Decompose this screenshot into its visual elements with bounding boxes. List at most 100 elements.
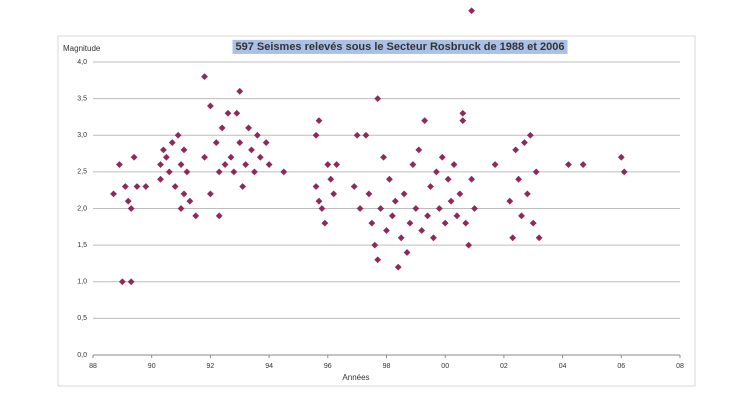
point [121, 183, 129, 190]
point [142, 183, 150, 190]
point [617, 153, 625, 161]
point [521, 139, 528, 146]
point [127, 205, 135, 212]
point [160, 146, 167, 154]
point [333, 161, 341, 168]
point [421, 117, 429, 124]
point [418, 227, 426, 234]
point [427, 183, 434, 190]
x-tick-label: 96 [324, 363, 332, 370]
point [353, 131, 361, 139]
point [116, 161, 123, 168]
point [515, 175, 522, 183]
point [512, 146, 520, 154]
point [218, 124, 226, 132]
y-tick-label: 1,5 [77, 242, 87, 249]
point [491, 161, 499, 168]
point [424, 212, 431, 220]
point [523, 190, 531, 198]
point [239, 183, 247, 190]
point [444, 175, 452, 183]
point [377, 205, 385, 212]
point [157, 161, 164, 168]
y-tick-label: 2,0 [77, 205, 87, 212]
point [459, 109, 467, 117]
point [468, 7, 476, 15]
x-tick-label: 02 [500, 363, 508, 370]
point [535, 234, 543, 242]
point [180, 146, 188, 154]
point [400, 190, 408, 198]
point [406, 219, 414, 227]
point [201, 153, 208, 161]
point [110, 190, 117, 198]
point [157, 175, 164, 183]
point [509, 234, 517, 242]
point [456, 190, 464, 198]
point [227, 153, 235, 161]
point [388, 212, 396, 220]
point [321, 219, 329, 227]
point [118, 278, 126, 286]
title-highlight [232, 39, 568, 54]
point [168, 139, 176, 146]
point [453, 212, 461, 220]
point [432, 168, 440, 176]
point [318, 205, 326, 212]
x-tick-label: 90 [148, 363, 156, 370]
chart-frame [57, 35, 696, 387]
point [201, 73, 208, 81]
point [386, 175, 393, 183]
chart-title: 597 Seismes relevés sous le Secteur Rosb… [236, 41, 565, 53]
point [233, 109, 241, 117]
point [315, 197, 323, 205]
point [171, 183, 179, 190]
y-axis-label: Magnitude [63, 44, 101, 53]
point [186, 197, 194, 205]
point [465, 241, 473, 249]
point [394, 263, 402, 271]
y-tick-label: 2,5 [77, 169, 87, 176]
point [212, 139, 220, 146]
x-tick-label: 04 [559, 363, 567, 370]
point [441, 219, 449, 227]
point [236, 139, 244, 146]
x-tick-label: 06 [617, 363, 625, 370]
y-tick-label: 1,0 [77, 279, 87, 286]
point [262, 139, 270, 146]
point [471, 205, 478, 212]
point [438, 153, 446, 161]
x-tick-label: 98 [383, 363, 391, 370]
point [518, 212, 525, 220]
point [315, 117, 323, 124]
point [265, 161, 273, 168]
x-tick-label: 92 [207, 363, 215, 370]
point [365, 190, 373, 198]
point [380, 153, 387, 161]
y-tick-label: 0,0 [77, 352, 87, 359]
point [221, 161, 229, 168]
y-tick-label: 0,5 [77, 315, 87, 322]
point [462, 219, 470, 227]
point [383, 227, 390, 234]
point [124, 197, 132, 205]
point [403, 249, 411, 256]
point [526, 131, 534, 139]
y-tick-label: 3,5 [77, 95, 87, 102]
point [450, 161, 458, 168]
point [253, 131, 261, 139]
point [130, 153, 138, 161]
point [174, 131, 182, 139]
point [280, 168, 288, 176]
x-axis-label: Années [342, 373, 369, 382]
point [506, 197, 514, 205]
point [374, 256, 382, 264]
point [207, 190, 214, 198]
point [459, 117, 467, 124]
point [327, 175, 335, 183]
point [368, 219, 376, 227]
point [192, 212, 200, 220]
point [330, 190, 338, 198]
point [242, 161, 250, 168]
